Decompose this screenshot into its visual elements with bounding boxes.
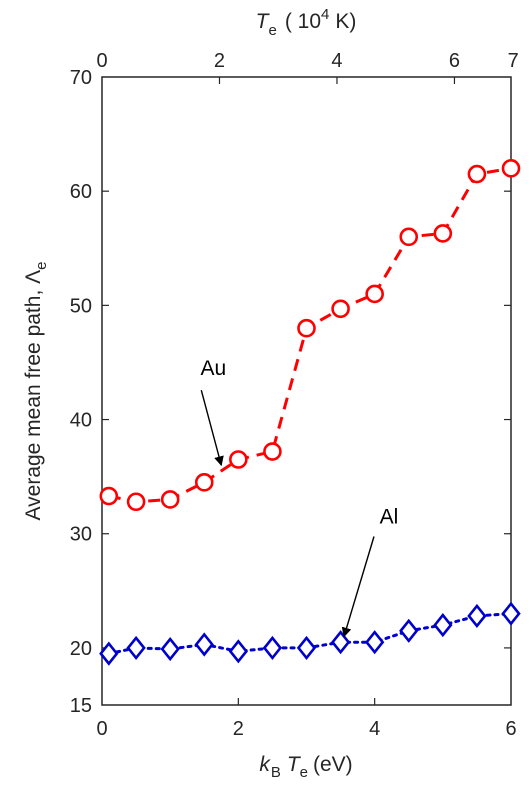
- data-point-au: [229, 450, 248, 469]
- annotation-label-au: Au: [200, 357, 226, 380]
- y-tick-label: 70: [70, 67, 92, 89]
- data-point-al: [330, 630, 351, 655]
- data-point-au: [126, 492, 146, 512]
- data-point-al: [99, 641, 119, 666]
- data-point-al: [160, 636, 180, 662]
- data-point-au: [501, 159, 521, 178]
- data-point-al: [126, 635, 146, 660]
- x-tick-label: 2: [233, 718, 244, 740]
- data-point-au: [433, 224, 453, 243]
- x-tick-label: 0: [96, 718, 107, 740]
- x-tick-label: 6: [505, 718, 516, 740]
- data-point-al: [194, 632, 214, 657]
- annotation-arrow-al: [341, 536, 375, 638]
- data-point-al: [501, 601, 521, 626]
- y-tick-label: 50: [70, 295, 92, 317]
- data-point-al: [467, 603, 487, 629]
- data-point-al: [433, 612, 453, 638]
- y-axis-ticks: 15 20 30 40 50 60 70: [70, 67, 511, 717]
- top-tick-label: 2: [214, 50, 225, 72]
- x-tick-label: 4: [369, 718, 380, 740]
- x-axis-label: kB Te (eV): [259, 753, 352, 781]
- top-axis-ticks: 0 2 4 6 7: [96, 50, 519, 84]
- y-axis-label: Average mean free path, Λe: [22, 262, 50, 521]
- x-axis-ticks: 0 2 4 6: [96, 698, 517, 740]
- series-layer: [99, 159, 521, 666]
- top-tick-label: 0: [96, 50, 107, 72]
- y-tick-label: 60: [70, 181, 92, 203]
- data-point-au: [331, 299, 350, 319]
- y-tick-label: 20: [70, 638, 92, 660]
- data-point-au: [99, 486, 119, 506]
- plot-frame: [101, 76, 512, 706]
- annotation-layer: Au Al: [200, 357, 399, 638]
- y-tick-label: 30: [70, 524, 92, 546]
- annotation-label-al: Al: [380, 505, 399, 528]
- data-point-au: [263, 442, 282, 461]
- y-tick-label: 40: [70, 410, 92, 432]
- top-tick-label: 6: [449, 50, 460, 72]
- data-point-au: [365, 284, 384, 304]
- top-tick-label: 4: [331, 50, 342, 72]
- data-point-au: [467, 164, 487, 184]
- top-axis-label: Te( 104 K): [256, 6, 357, 39]
- y-tick-label: 15: [70, 695, 92, 717]
- data-point-al: [296, 635, 317, 660]
- annotation-arrow-au: [200, 390, 224, 467]
- data-point-au: [160, 490, 180, 509]
- data-point-au: [297, 318, 316, 338]
- top-tick-label: 7: [508, 50, 519, 72]
- data-point-al: [262, 635, 283, 660]
- data-point-al: [365, 630, 385, 655]
- data-point-al: [399, 618, 419, 643]
- data-point-al: [228, 639, 248, 664]
- data-point-au: [194, 473, 214, 492]
- data-point-au: [399, 227, 419, 247]
